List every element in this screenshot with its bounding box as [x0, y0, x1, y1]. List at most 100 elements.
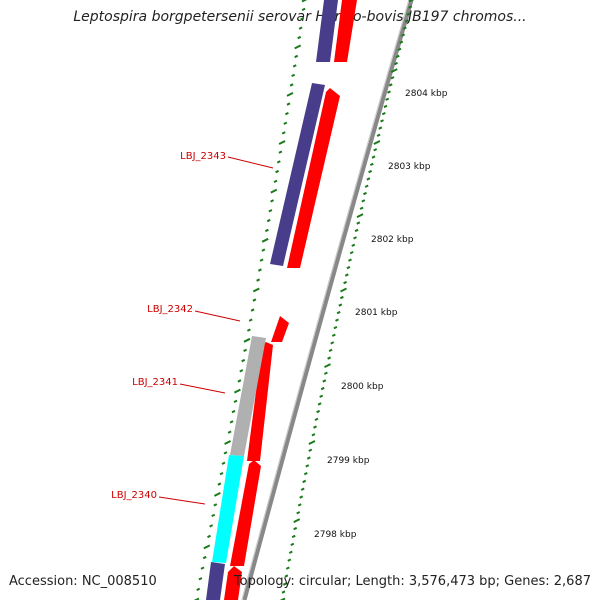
outer-track-minor-tick: [395, 54, 400, 59]
outer-track-minor-tick: [316, 409, 321, 414]
outer-track-minor-tick: [305, 464, 310, 468]
inner-track-major-tick: [213, 492, 221, 497]
outer-track-minor-tick: [302, 479, 307, 484]
outer-track-minor-tick: [335, 318, 339, 322]
map-title: Leptospira borgpetersenii serovar Hardjo…: [73, 9, 527, 25]
outer-track-minor-tick: [349, 251, 354, 255]
outer-track-minor-tick: [288, 550, 293, 554]
outer-track-minor-tick: [287, 558, 292, 562]
outer-track-minor-tick: [369, 162, 374, 166]
inner-track-minor-tick: [273, 179, 278, 183]
outer-track-minor-tick: [320, 386, 325, 391]
inner-track-minor-tick: [257, 268, 262, 272]
forward-genes: [224, 0, 357, 600]
inner-track-minor-tick: [237, 379, 242, 383]
inner-track-minor-tick: [278, 150, 283, 154]
outer-track-minor-tick: [311, 433, 316, 437]
outer-track-minor-tick: [364, 184, 369, 188]
inner-track-minor-tick: [213, 503, 218, 507]
outer-track-minor-tick: [402, 26, 407, 30]
gene-forward-bottom: [224, 566, 242, 600]
inner-track-minor-tick: [221, 461, 226, 465]
outer-track-minor-tick: [380, 119, 384, 123]
cds-cyan-2340: [212, 455, 244, 563]
gene-label-text: LBJ_2340: [111, 490, 157, 501]
outer-track-minor-tick: [290, 542, 295, 546]
gene-label-2343[interactable]: LBJ_2343: [180, 151, 274, 169]
inner-track-minor-tick: [275, 169, 280, 174]
outer-track-minor-tick: [306, 456, 311, 460]
outer-track-minor-tick: [343, 280, 348, 285]
outer-track-major-tick: [279, 597, 286, 600]
inner-track-minor-tick: [252, 298, 257, 302]
outer-track-major-tick: [293, 518, 301, 523]
gene-label-text: LBJ_2342: [147, 304, 193, 315]
gene-label-text: LBJ_2341: [132, 377, 178, 388]
scale-label-2799: 2799 kbp: [327, 456, 370, 466]
inner-track-minor-tick: [264, 228, 269, 233]
inner-track-minor-tick: [266, 218, 271, 223]
gene-label-2341[interactable]: LBJ_2341: [132, 377, 226, 394]
gene-forward-2342: [271, 316, 289, 342]
outer-track-major-tick: [340, 287, 347, 293]
genome-summary-text: Topology: circular; Length: 3,576,473 bp…: [233, 574, 591, 589]
outer-track-minor-tick: [330, 341, 335, 345]
cds-purple-2343: [270, 83, 325, 266]
outer-track-minor-tick: [327, 356, 332, 360]
outer-track-minor-tick: [356, 221, 361, 225]
outer-track-minor-tick: [401, 33, 406, 37]
inner-track-minor-tick: [301, 7, 306, 11]
outer-track-minor-tick: [308, 448, 313, 452]
inner-track-minor-tick: [300, 17, 305, 21]
accession-text: Accession: NC_008510: [9, 574, 157, 589]
inner-track-minor-tick: [248, 318, 253, 322]
outer-track-minor-tick: [336, 310, 341, 315]
inner-track-major-tick: [261, 237, 269, 243]
outer-track-minor-tick: [296, 511, 301, 515]
inner-track-major-tick: [193, 597, 200, 600]
outer-track-minor-tick: [366, 177, 371, 181]
inner-track-minor-tick: [196, 587, 201, 591]
outer-track-minor-tick: [331, 333, 336, 337]
outer-track-minor-tick: [322, 379, 327, 383]
inner-track-major-tick: [233, 388, 241, 394]
inner-track-minor-tick: [223, 451, 228, 455]
inner-track-major-tick: [224, 440, 232, 445]
gene-label-leader: [158, 496, 206, 505]
gene-label-2340[interactable]: LBJ_2340: [111, 490, 206, 505]
outer-track-minor-tick: [408, 5, 413, 9]
outer-track-minor-tick: [397, 47, 402, 51]
outer-track-minor-tick: [338, 303, 343, 307]
inner-track-minor-tick: [292, 64, 297, 68]
scale-label-2802: 2802 kbp: [371, 235, 414, 245]
outer-track-minor-tick: [284, 574, 289, 578]
gene-forward-2343: [287, 88, 340, 268]
outer-track-minor-tick: [394, 61, 398, 66]
inner-track-minor-tick: [281, 131, 286, 135]
outer-track-major-tick: [324, 363, 331, 368]
inner-track-minor-tick: [289, 83, 294, 87]
outer-track-minor-tick: [297, 503, 302, 507]
inner-track-minor-tick: [198, 577, 203, 581]
inner-track-minor-tick: [276, 160, 281, 164]
gene-forward-top: [334, 0, 357, 62]
outer-track-minor-tick: [404, 19, 409, 23]
outer-track-minor-tick: [388, 83, 393, 87]
outer-track-minor-tick: [368, 169, 373, 174]
cds-purple-top: [316, 0, 338, 62]
inner-track-major-tick: [294, 44, 302, 50]
cds-gray-2341: [230, 336, 266, 456]
scale-label-2798: 2798 kbp: [314, 530, 357, 540]
outer-track-major-tick: [408, 0, 415, 3]
outer-track-minor-tick: [313, 425, 317, 429]
outer-track-major-tick: [373, 140, 381, 145]
outer-track-minor-tick: [303, 472, 308, 476]
tick-track-inner: [193, 0, 308, 600]
gene-label-2342[interactable]: LBJ_2342: [147, 304, 241, 322]
inner-track-minor-tick: [294, 54, 299, 59]
inner-track-major-tick: [301, 0, 308, 3]
inner-track-minor-tick: [286, 102, 291, 106]
inner-track-minor-tick: [261, 248, 266, 252]
inner-track-minor-tick: [202, 555, 207, 560]
tick-track-outer: [279, 0, 415, 600]
